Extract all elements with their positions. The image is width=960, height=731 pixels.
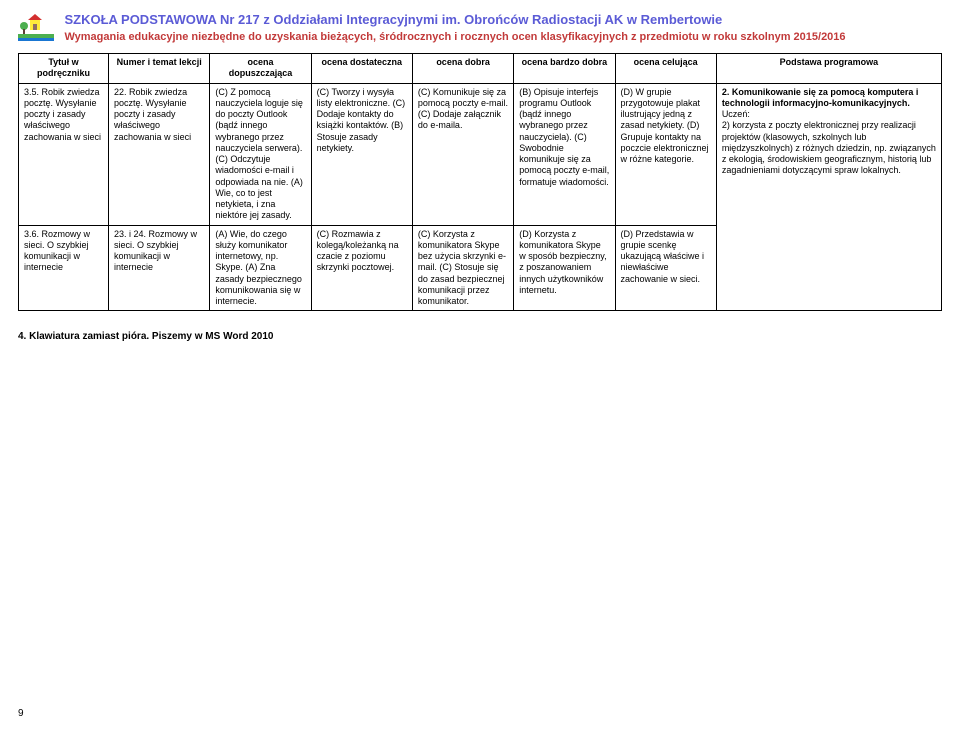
- col-header-topic: Numer i temat lekcji: [109, 54, 210, 84]
- basis-text: Uczeń: 2) korzysta z poczty elektroniczn…: [722, 109, 936, 175]
- cell-grade1: (C) Z pomocą nauczyciela loguje się do p…: [210, 83, 311, 225]
- cell-title: 3.6. Rozmowy w sieci. O szybkiej komunik…: [19, 225, 109, 311]
- col-header-basis: Podstawa programowa: [716, 54, 941, 84]
- requirements-subtitle: Wymagania edukacyjne niezbędne do uzyska…: [64, 31, 845, 43]
- col-header-title: Tytuł w podręczniku: [19, 54, 109, 84]
- cell-title: 3.5. Robik zwiedza pocztę. Wysyłanie poc…: [19, 83, 109, 225]
- col-header-grade1: ocena dopuszczająca: [210, 54, 311, 84]
- cell-grade3: (C) Komunikuje się za pomocą poczty e-ma…: [412, 83, 513, 225]
- cell-grade5: (D) Przedstawia w grupie scenkę ukazując…: [615, 225, 716, 311]
- table-row: 3.5. Robik zwiedza pocztę. Wysyłanie poc…: [19, 83, 942, 225]
- col-header-grade2: ocena dostateczna: [311, 54, 412, 84]
- col-header-grade3: ocena dobra: [412, 54, 513, 84]
- cell-topic: 22. Robik zwiedza pocztę. Wysyłanie pocz…: [109, 83, 210, 225]
- table-header-row: Tytuł w podręczniku Numer i temat lekcji…: [19, 54, 942, 84]
- section-title: 4. Klawiatura zamiast pióra. Piszemy w M…: [18, 331, 942, 342]
- basis-bold: 2. Komunikowanie się za pomocą komputera…: [722, 87, 919, 108]
- cell-grade5: (D) W grupie przygotowuje plakat ilustru…: [615, 83, 716, 225]
- cell-grade4: (D) Korzysta z komunikatora Skype w spos…: [514, 225, 615, 311]
- page-number: 9: [18, 708, 24, 719]
- cell-basis: 2. Komunikowanie się za pomocą komputera…: [716, 83, 941, 311]
- curriculum-table: Tytuł w podręczniku Numer i temat lekcji…: [18, 53, 942, 311]
- cell-grade1: (A) Wie, do czego służy komunikator inte…: [210, 225, 311, 311]
- col-header-grade4: ocena bardzo dobra: [514, 54, 615, 84]
- cell-topic: 23. i 24. Rozmowy w sieci. O szybkiej ko…: [109, 225, 210, 311]
- school-logo-icon: [18, 12, 54, 49]
- cell-grade4: (B) Opisuje interfejs programu Outlook (…: [514, 83, 615, 225]
- cell-grade2: (C) Tworzy i wysyła listy elektroniczne.…: [311, 83, 412, 225]
- cell-grade3: (C) Korzysta z komunikatora Skype bez uż…: [412, 225, 513, 311]
- cell-grade2: (C) Rozmawia z kolegą/koleżanką na czaci…: [311, 225, 412, 311]
- school-name: SZKOŁA PODSTAWOWA Nr 217 z Oddziałami In…: [64, 12, 845, 27]
- col-header-grade5: ocena celująca: [615, 54, 716, 84]
